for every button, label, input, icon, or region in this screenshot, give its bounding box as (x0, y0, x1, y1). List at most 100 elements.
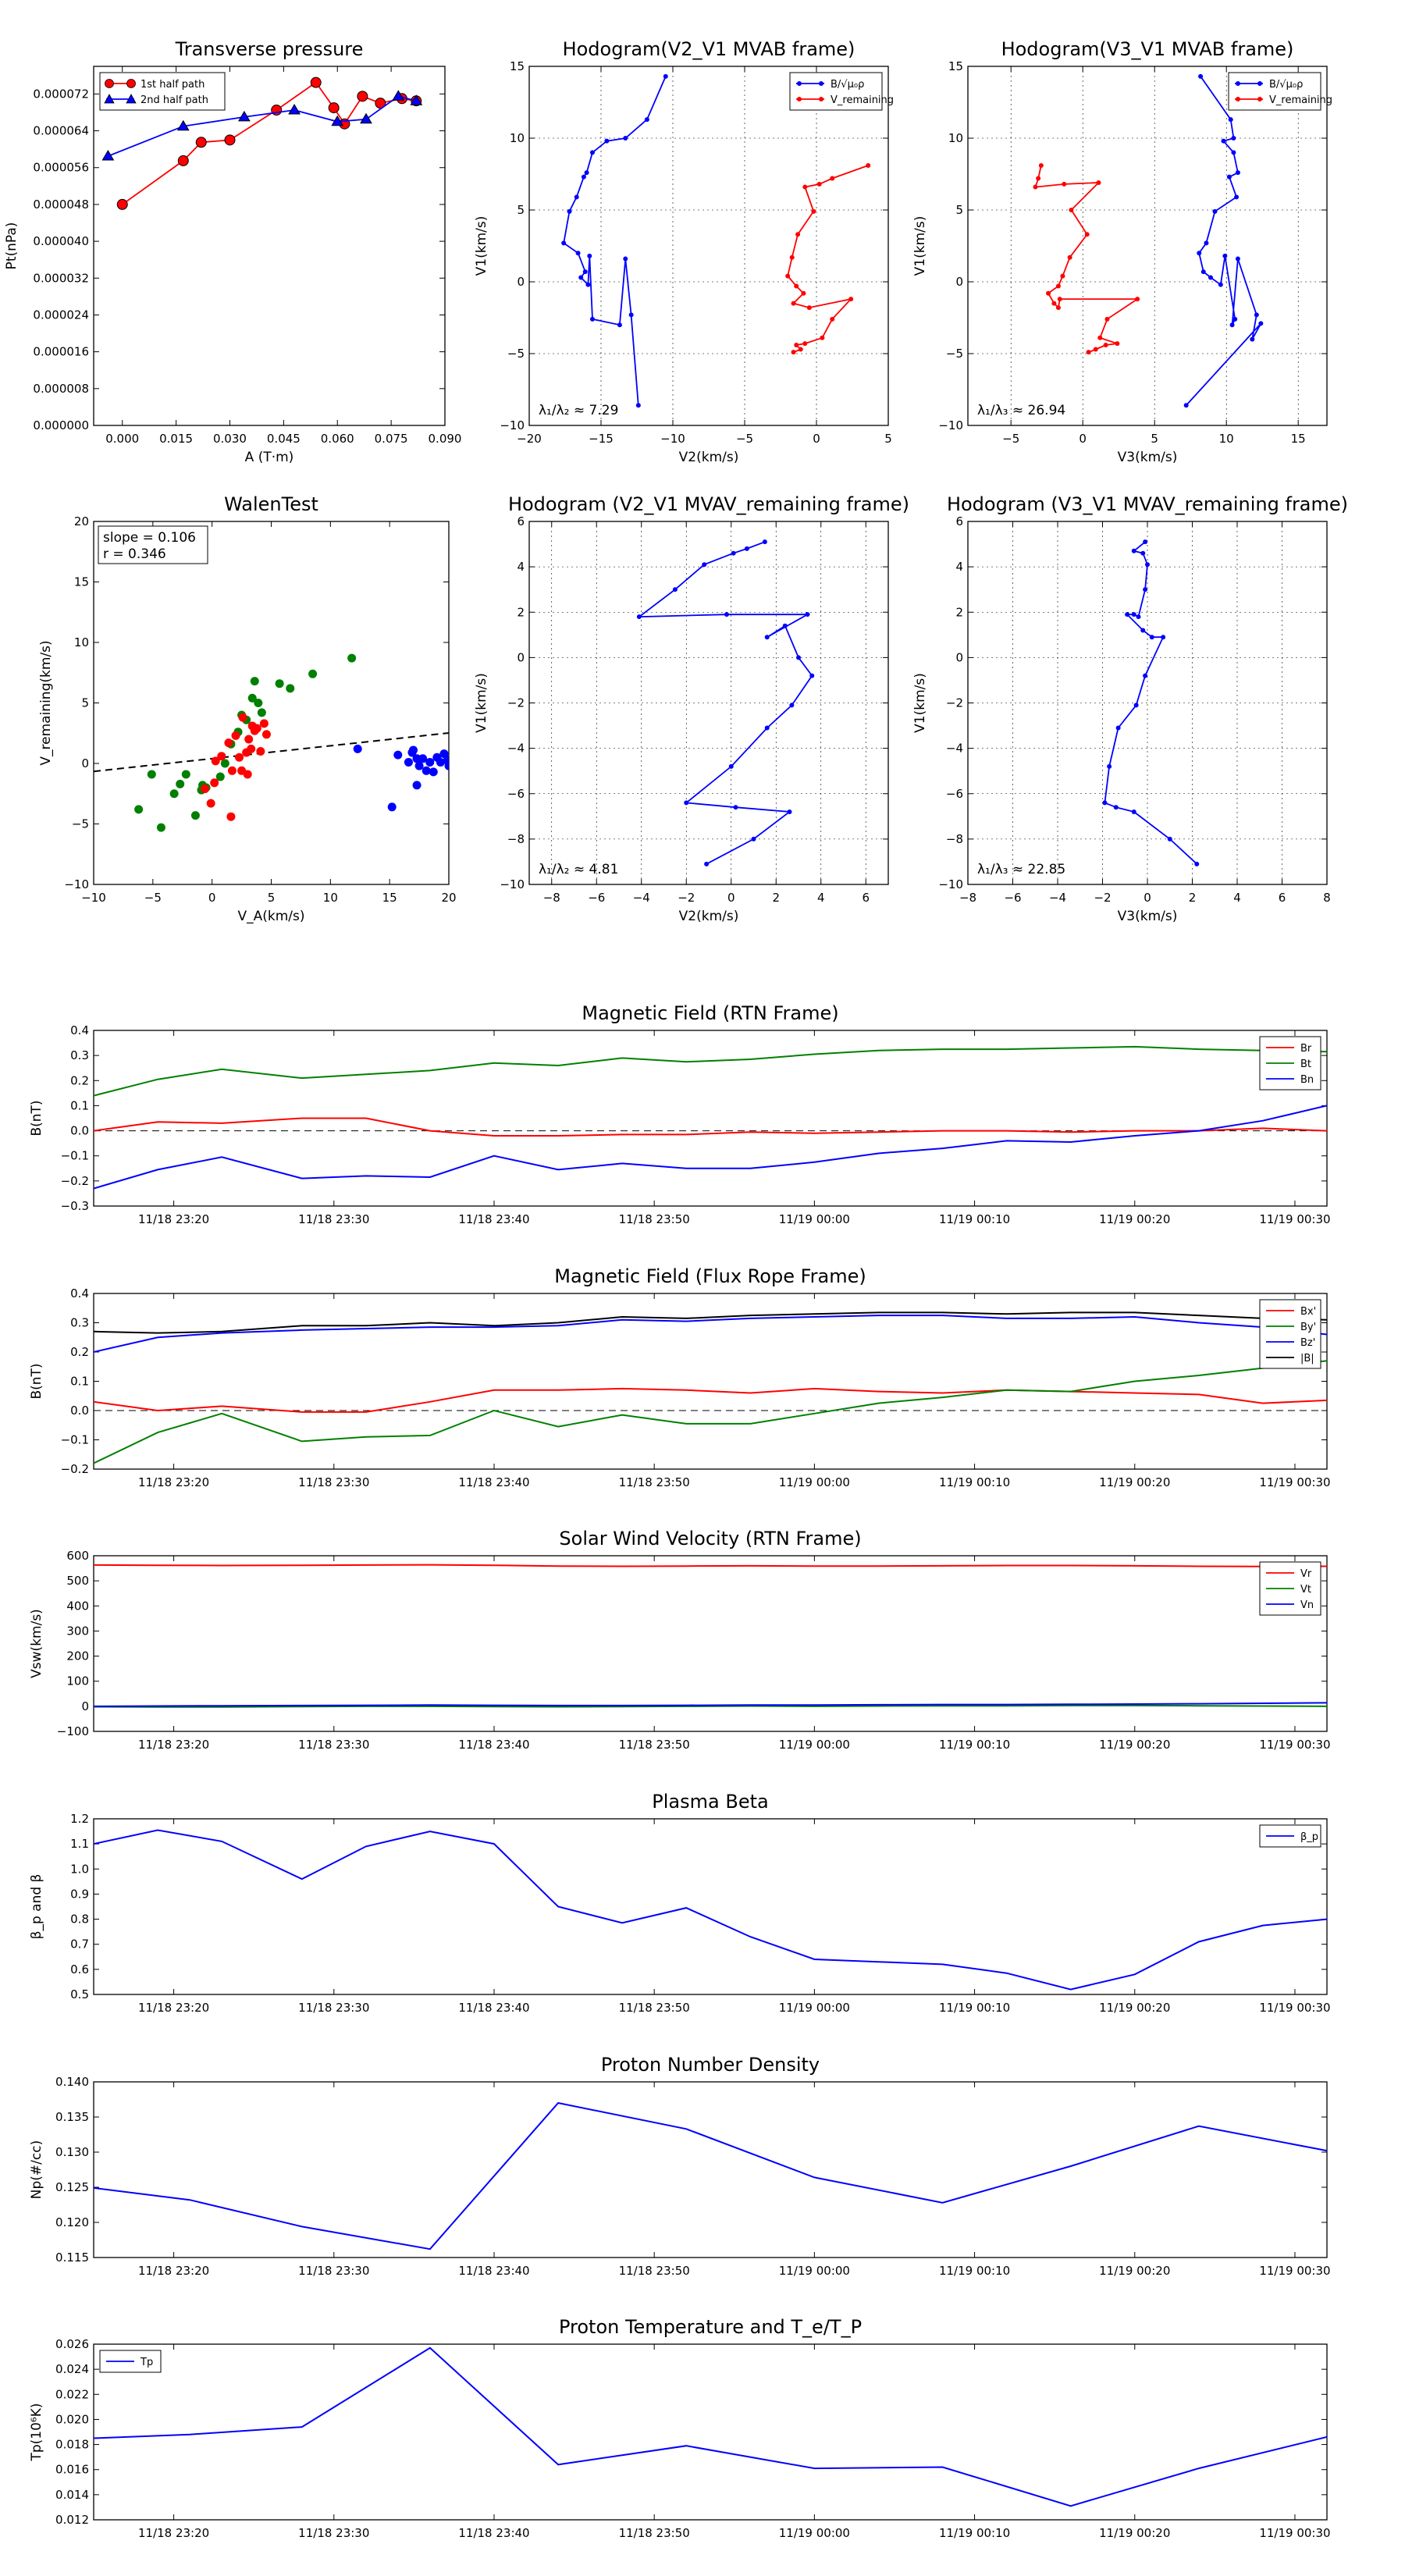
y-tick-label: −0.1 (61, 1433, 89, 1447)
data-point (1051, 301, 1057, 306)
x-tick-label: 11/18 23:30 (298, 2001, 369, 2015)
ratio-annotation: λ₁/λ₃ ≈ 26.94 (977, 403, 1065, 418)
x-tick-label: 11/19 00:20 (1099, 2264, 1170, 2278)
legend-label: By' (1300, 1322, 1316, 1333)
data-point (244, 735, 254, 744)
y-tick-label: 0.115 (55, 2250, 89, 2265)
x-tick-label: 11/18 23:50 (619, 1475, 690, 1489)
y-tick-label: 0.4 (70, 1286, 89, 1300)
data-point (206, 799, 215, 808)
data-point (1055, 305, 1061, 311)
data-point (764, 725, 770, 731)
data-point (308, 669, 318, 678)
data-point (210, 778, 219, 788)
chart-title: Proton Temperature and T_e/T_P (559, 2316, 862, 2338)
x-tick-label: 11/19 00:30 (1259, 1475, 1330, 1489)
data-point (816, 181, 822, 187)
legend: Tp (99, 2350, 162, 2373)
data-point (1135, 297, 1140, 302)
x-tick-label: −6 (588, 891, 605, 905)
x-tick-label: 11/19 00:30 (1259, 1212, 1330, 1226)
y-tick-label: 15 (74, 575, 89, 589)
x-tick-label: 11/18 23:20 (138, 1212, 209, 1226)
data-point (1115, 341, 1120, 347)
plot-frame (93, 1555, 1328, 1732)
x-tick-label: 11/18 23:20 (138, 2264, 209, 2278)
data-point (1250, 336, 1255, 342)
plot-frame (93, 521, 450, 885)
y-tick-label: 0.6 (70, 1962, 89, 1976)
y-tick-label: 0.4 (70, 1023, 89, 1037)
data-point (628, 312, 634, 318)
x-tick-label: 11/19 00:10 (939, 2526, 1010, 2540)
x-tick-label: 5 (884, 432, 892, 446)
y-tick-label: 0.120 (55, 2215, 89, 2229)
series-line (1186, 76, 1262, 406)
y-tick-label: −5 (72, 817, 89, 831)
data-point (794, 283, 799, 289)
data-point (744, 546, 749, 551)
data-point (169, 789, 179, 799)
fit-line (94, 731, 449, 773)
x-tick-label: 0.060 (321, 432, 354, 446)
chart-title: Magnetic Field (Flux Rope Frame) (554, 1265, 866, 1287)
data-point (789, 254, 795, 260)
x-tick-label: 11/19 00:20 (1099, 1475, 1170, 1489)
data-point (574, 194, 579, 200)
series-line (563, 76, 667, 406)
series-line (94, 1387, 1327, 1413)
data-point (802, 341, 808, 347)
data-point (575, 251, 581, 256)
x-tick-label: 11/18 23:50 (619, 2526, 690, 2540)
legend-marker (797, 81, 802, 86)
y-tick-label: 0 (517, 275, 525, 289)
y-tick-label: 0.9 (70, 1887, 89, 1901)
x-tick-label: −2 (678, 891, 695, 905)
legend-label: V_remaining (1269, 94, 1332, 106)
data-point (1093, 347, 1098, 352)
y-tick-label: −0.2 (61, 1462, 89, 1476)
data-point (1194, 861, 1200, 866)
x-tick-label: 11/19 00:10 (939, 2001, 1010, 2015)
legend: B/√μ₀ρ V_remaining (789, 72, 894, 111)
y-tick-label: 6 (517, 514, 525, 528)
data-point (672, 587, 678, 592)
y-tick-label: 300 (66, 1624, 89, 1638)
y-tick-label: 0.2 (70, 1345, 89, 1359)
chart-panel: Proton Number Density 0.115 0.120 0.125 0.13… (29, 2054, 1331, 2278)
ratio-annotation: λ₁/λ₂ ≈ 7.29 (539, 403, 618, 418)
ratio-annotation: λ₁/λ₂ ≈ 4.81 (539, 862, 618, 877)
y-tick-label: 0.000064 (33, 124, 89, 138)
y-tick-label: 0.125 (55, 2180, 89, 2194)
data-point (1060, 273, 1065, 279)
data-point (684, 800, 689, 806)
y-tick-label: −10 (500, 877, 525, 891)
data-point (201, 785, 210, 794)
data-point (704, 861, 710, 866)
data-point (1069, 208, 1074, 212)
x-tick-label: 11/19 00:20 (1099, 1212, 1170, 1226)
data-point (762, 539, 767, 545)
data-point (328, 102, 340, 114)
series-line (94, 1564, 1327, 1567)
x-axis-label: V2(km/s) (679, 450, 739, 465)
legend-marker (797, 97, 802, 101)
legend-marker (105, 79, 114, 88)
legend-label: |B| (1300, 1353, 1314, 1364)
x-tick-label: 11/18 23:50 (619, 1738, 690, 1752)
legend-label: Br (1300, 1043, 1312, 1055)
data-point (1084, 232, 1090, 237)
y-tick-label: −8 (507, 832, 525, 846)
x-tick-label: 5 (1151, 432, 1158, 446)
x-tick-label: 11/18 23:30 (298, 1212, 369, 1226)
data-point (728, 763, 734, 769)
chart-title: Transverse pressure (175, 38, 364, 60)
data-point (1231, 150, 1236, 155)
y-tick-label: −10 (64, 877, 89, 891)
y-tick-label: 1.2 (70, 1812, 89, 1826)
data-point (751, 836, 756, 841)
y-tick-label: 1.1 (70, 1837, 89, 1851)
data-point (436, 757, 445, 767)
